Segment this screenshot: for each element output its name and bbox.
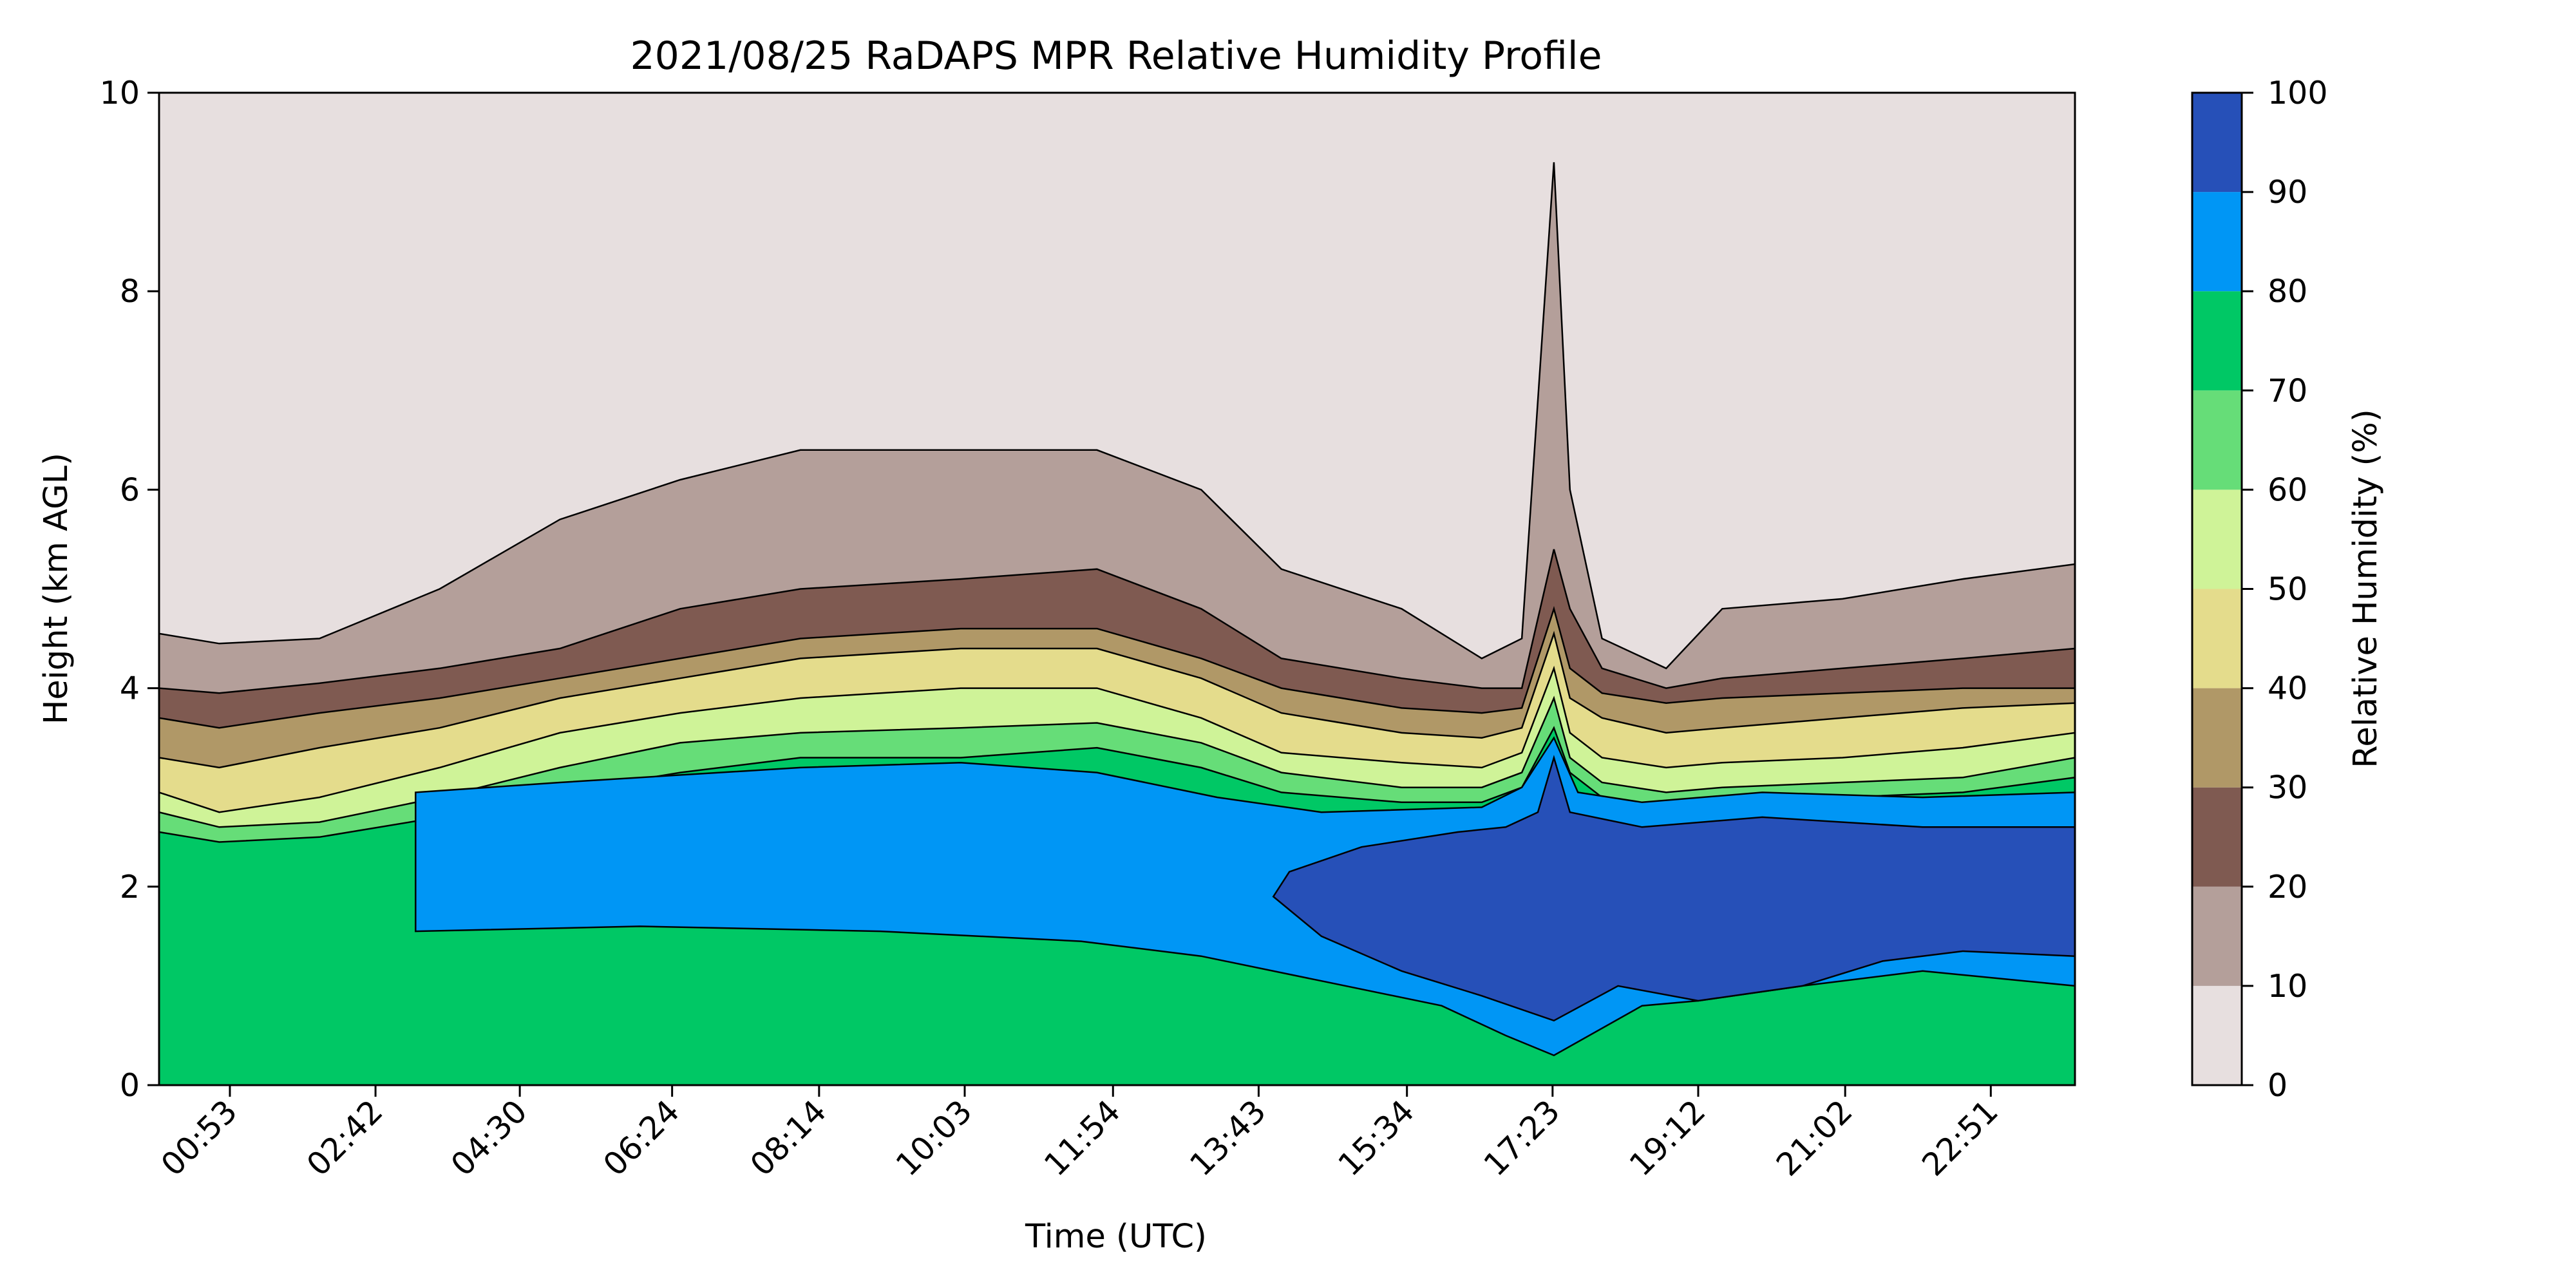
x-tick-label: 17:23 [1477, 1093, 1567, 1183]
x-tick-label: 15:34 [1331, 1093, 1421, 1183]
colorbar-segment [2192, 886, 2242, 986]
y-tick-label: 2 [120, 869, 140, 905]
x-tick-label: 04:30 [444, 1093, 534, 1183]
colorbar-tick-label: 80 [2268, 273, 2307, 310]
x-axis: 00:53 02:42 04:30 06:24 08:14 10:03 11:54 13:43… [154, 1085, 2005, 1183]
colorbar-tick-label: 50 [2268, 571, 2307, 608]
y-tick-label: 4 [120, 670, 140, 707]
x-tick-label: 21:02 [1769, 1093, 1859, 1183]
colorbar-tick-label: 10 [2268, 968, 2307, 1005]
colorbar-segment [2192, 489, 2242, 589]
y-axis-label: Height (km AGL) [37, 453, 75, 724]
x-tick-label: 13:43 [1183, 1093, 1273, 1183]
colorbar-segment [2192, 787, 2242, 887]
contour-bands [159, 93, 2075, 1085]
colorbar-segment [2192, 589, 2242, 688]
colorbar-segment [2192, 291, 2242, 391]
x-axis-label: Time (UTC) [1025, 1218, 1207, 1256]
colorbar-tick-label: 60 [2268, 471, 2307, 508]
x-tick-label: 06:24 [596, 1093, 687, 1183]
x-tick-label: 19:12 [1622, 1093, 1712, 1183]
colorbar-tick-label: 0 [2268, 1067, 2287, 1104]
y-axis: 0 2 4 6 8 10 [100, 75, 159, 1104]
y-tick-label: 10 [100, 75, 140, 111]
colorbar-segment [2192, 192, 2242, 292]
colorbar: 0 10 20 30 40 50 60 70 80 90 100 [2191, 75, 2328, 1104]
plot-frame [158, 91, 2076, 1086]
colorbar-tick-label: 70 [2268, 372, 2307, 409]
x-tick-label: 10:03 [889, 1093, 979, 1183]
colorbar-tick-label: 90 [2268, 174, 2307, 211]
y-tick-label: 0 [120, 1067, 140, 1104]
y-tick-label: 8 [120, 273, 140, 310]
colorbar-segment [2192, 390, 2242, 490]
colorbar-tick-label: 20 [2268, 869, 2307, 905]
colorbar-segment [2192, 688, 2242, 788]
x-tick-label: 02:42 [299, 1093, 390, 1183]
band-rh-90-100 [1272, 755, 2075, 1022]
colorbar-segment [2192, 985, 2242, 1085]
colorbar-label: Relative Humidity (%) [2347, 409, 2385, 768]
colorbar-tick-label: 40 [2268, 670, 2307, 707]
colorbar-segment [2192, 93, 2242, 193]
x-tick-label: 00:53 [154, 1093, 244, 1183]
colorbar-tick-label: 100 [2268, 75, 2328, 111]
chart-title: 2021/08/25 RaDAPS MPR Relative Humidity … [630, 33, 1602, 79]
x-tick-label: 22:51 [1915, 1093, 2005, 1183]
colorbar-tick-label: 30 [2268, 770, 2307, 806]
y-tick-label: 6 [120, 471, 140, 508]
x-tick-label: 08:14 [743, 1093, 833, 1183]
x-tick-label: 11:54 [1037, 1093, 1128, 1183]
